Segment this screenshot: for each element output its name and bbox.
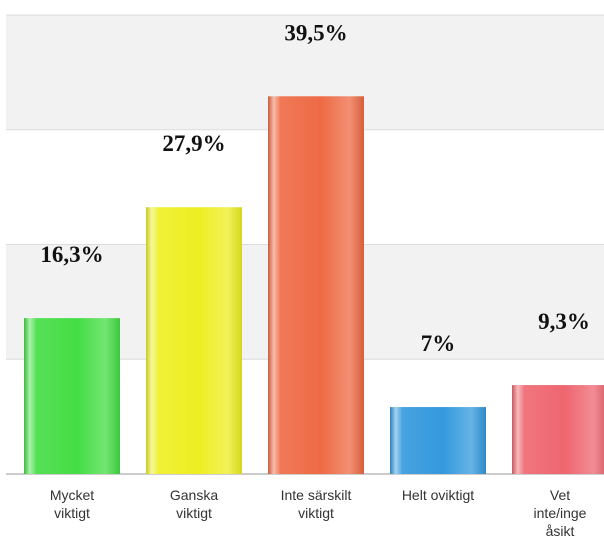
bar xyxy=(512,385,604,474)
bar xyxy=(146,207,242,475)
bars xyxy=(24,96,604,475)
data-label: 27,9% xyxy=(162,131,225,156)
bar xyxy=(268,96,364,474)
category-label-line: Ganska xyxy=(169,487,219,503)
bar xyxy=(24,318,120,474)
category-label: Ganska viktigt xyxy=(139,486,249,522)
category-label-line: viktigt xyxy=(54,505,90,521)
category-label-line: viktigt xyxy=(298,505,334,521)
category-label: Helt oviktigt xyxy=(383,486,493,504)
category-label: Mycket viktigt xyxy=(17,486,127,522)
category-label-line: Inte särskilt xyxy=(280,487,352,503)
data-labels: 16,3% 27,9% 39,5% 7% 9,3% xyxy=(40,20,590,356)
data-label: 39,5% xyxy=(284,20,347,45)
category-label-line: Helt oviktigt xyxy=(401,487,475,503)
category-label: Vet inte/inge åsikt xyxy=(505,486,604,540)
data-label: 7% xyxy=(421,331,456,356)
category-label-line: Vet xyxy=(549,487,571,503)
category-label-line: viktigt xyxy=(176,505,212,521)
category-label-line: inte/inge xyxy=(533,505,587,521)
data-label: 9,3% xyxy=(538,309,590,334)
category-label-line: Mycket xyxy=(49,487,95,503)
bar xyxy=(390,407,486,474)
category-label: Inte särskilt viktigt xyxy=(261,486,371,522)
category-label-line: åsikt xyxy=(545,523,575,539)
data-label: 16,3% xyxy=(40,242,103,267)
